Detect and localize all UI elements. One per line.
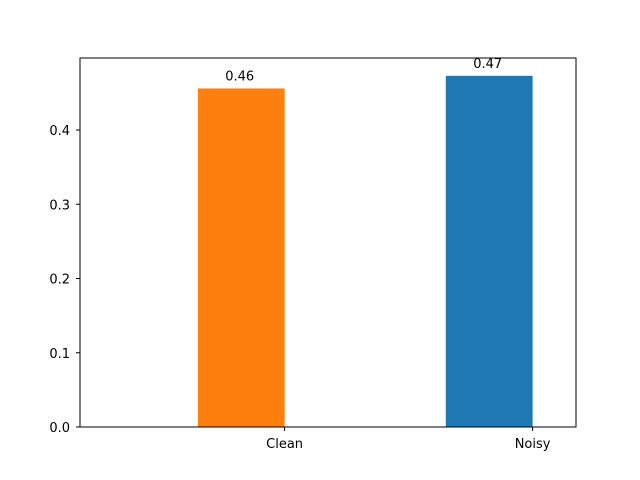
x-axis: Clean Noisy [266,427,551,452]
x-tick-label-clean: Clean [266,437,303,452]
data-labels-group: 0.46 0.47 [225,57,502,85]
bar-noisy [445,75,533,428]
data-label-clean: 0.46 [225,69,254,84]
data-label-noisy: 0.47 [473,57,502,72]
y-tick-label-1: 0.1 [49,347,70,362]
bars-group [197,75,533,428]
bar-clean [197,88,285,427]
y-tick-label-0: 0.0 [49,421,70,436]
x-tick-label-noisy: Noisy [515,437,551,452]
y-axis: 0.0 0.1 0.2 0.3 0.4 [49,124,80,436]
y-tick-label-2: 0.2 [49,273,70,288]
y-tick-label-3: 0.3 [49,198,70,213]
y-tick-label-4: 0.4 [49,124,70,139]
plot-frame [79,57,577,428]
